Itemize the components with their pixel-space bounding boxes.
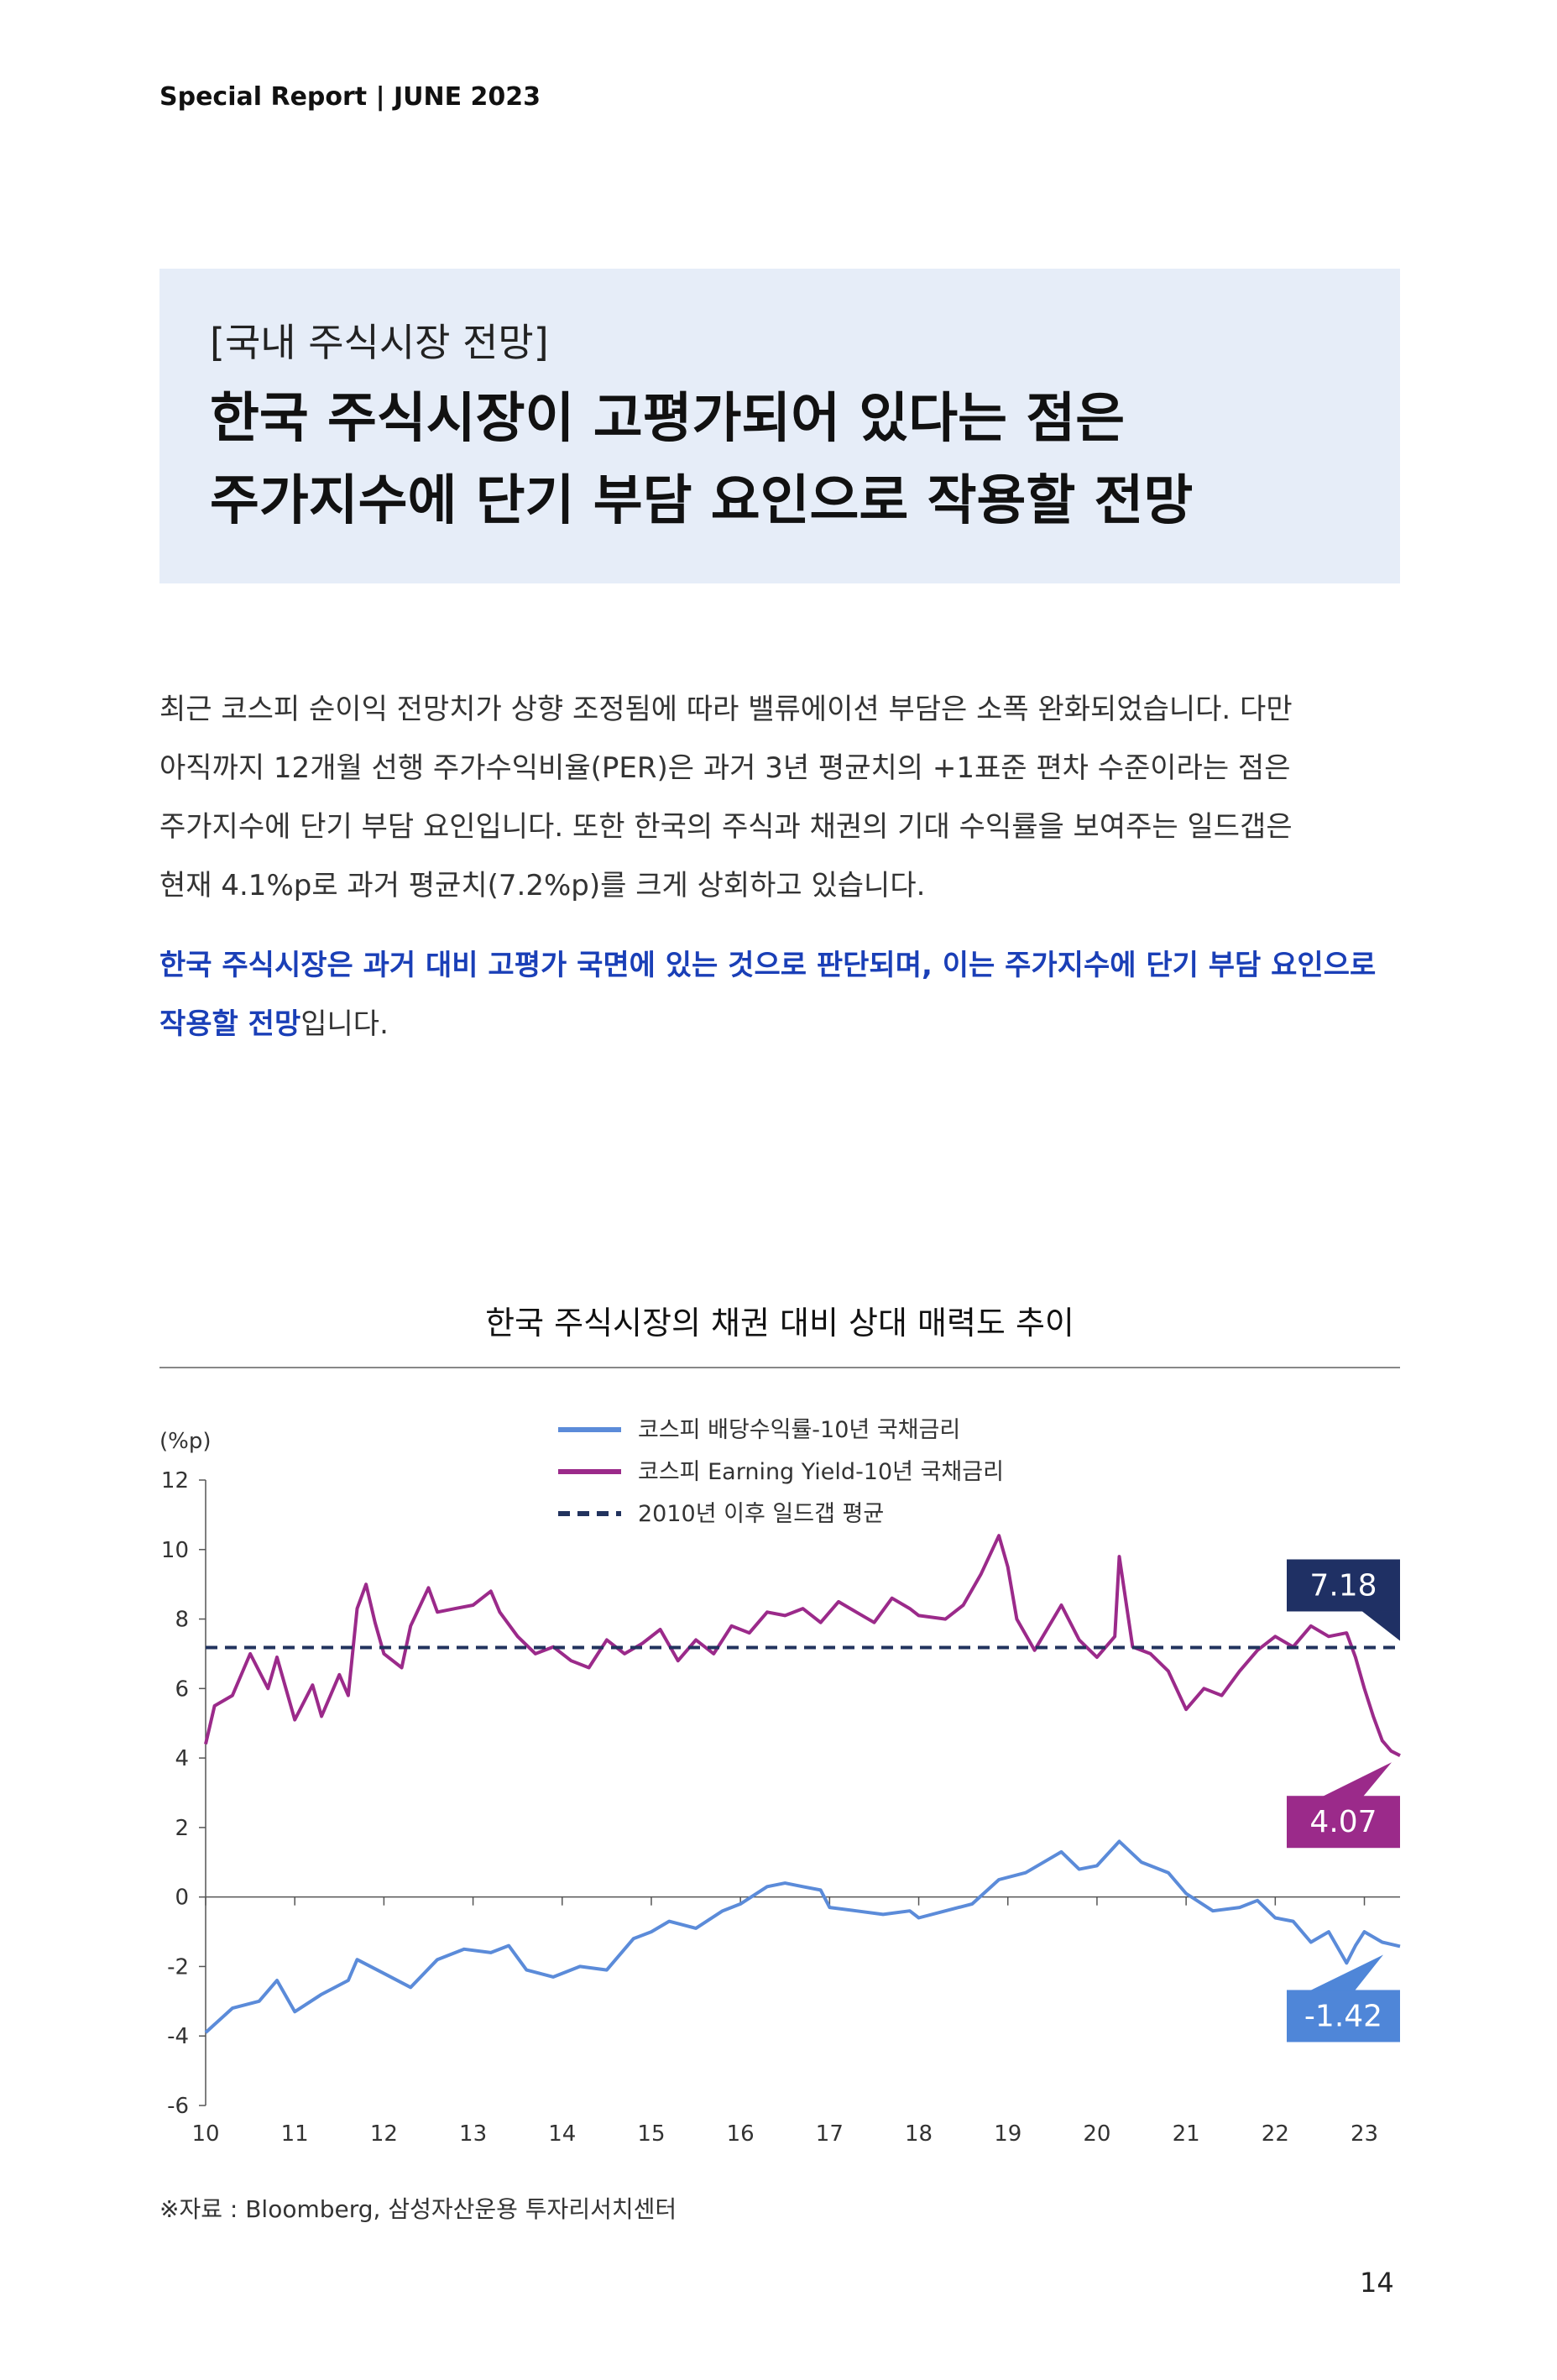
y-tick-label: 12: [161, 1468, 189, 1493]
callout-pointer-earning: [1320, 1762, 1392, 1798]
x-tick-label: 22: [1262, 2121, 1289, 2147]
callout-pointer-dividend: [1308, 1954, 1383, 1992]
body-line-4: 현재 4.1%p로 과거 평균치(7.2%p)를 크게 상회하고 있습니다.: [159, 869, 926, 902]
x-tick-label: 20: [1083, 2121, 1110, 2147]
y-tick-label: -2: [167, 1954, 189, 1980]
yield-gap-chart: -6 -4 -2 0 2 4 6 8 10 12 (%p) 10 11 12 13 14 15 16 17 18 19 2…: [159, 1417, 1401, 2147]
headline-line-1: 한국 주식시장이 고평가되어 있다는 점은: [210, 388, 1126, 450]
x-tick-label: 21: [1173, 2121, 1200, 2147]
page-headline: 한국 주식시장이 고평가되어 있다는 점은 주가지수에 단기 부담 요인으로 작…: [210, 378, 1193, 542]
highlight-bold-line-1: 한국 주식시장은 과거 대비 고평가 국면에 있는 것으로 판단되며, 이는 주…: [159, 949, 1377, 982]
callout-pointer-mean: [1362, 1611, 1400, 1641]
headline-line-2: 주가지수에 단기 부담 요인으로 작용할 전망: [210, 470, 1194, 532]
callout-value-mean: 7.18: [1309, 1568, 1377, 1603]
chart-title-rule: [159, 1367, 1400, 1368]
body-line-2: 아직까지 12개월 선행 주가수익비율(PER)은 과거 3년 평균치의 +1표…: [159, 751, 1291, 785]
y-tick-label: 10: [161, 1538, 189, 1563]
callout-box-earning: [1287, 1796, 1400, 1849]
source-note: ※자료 : Bloomberg, 삼성자산운용 투자리서치센터: [159, 2195, 677, 2223]
x-tick-label: 12: [370, 2121, 398, 2147]
highlight-paragraph: 한국 주식시장은 과거 대비 고평가 국면에 있는 것으로 판단되며, 이는 주…: [159, 936, 1400, 1054]
x-tick-label: 10: [191, 2121, 219, 2147]
x-tick-label: 16: [727, 2121, 755, 2147]
body-paragraph: 최근 코스피 순이익 전망치가 상향 조정됨에 따라 밸류에이션 부담은 소폭 …: [159, 680, 1400, 915]
series-line-1: [204, 1839, 1401, 2034]
y-tick-label: 6: [175, 1676, 189, 1702]
y-tick-label: 4: [175, 1746, 189, 1771]
page-number: 14: [1360, 2267, 1394, 2299]
y-tick-label: -4: [167, 2024, 189, 2049]
highlight-tail: 입니다.: [300, 1007, 389, 1041]
y-tick-label: -6: [167, 2094, 189, 2119]
y-tick-label: 0: [175, 1886, 189, 1911]
x-tick-label: 17: [816, 2121, 844, 2147]
legend-label-2: 코스피 Earning Yield-10년 국채금리: [638, 1459, 1004, 1485]
title-box: [국내 주식시장 전망] 한국 주식시장이 고평가되어 있다는 점은 주가지수에…: [159, 269, 1400, 583]
legend-label-3: 2010년 이후 일드갭 평균: [638, 1501, 884, 1527]
x-tick-label: 18: [905, 2121, 933, 2147]
chart-title: 한국 주식시장의 채권 대비 상대 매력도 추이: [485, 1305, 1074, 1342]
callout-box-mean: [1287, 1559, 1400, 1612]
callout-box-dividend: [1287, 1990, 1400, 2043]
highlight-bold-line-2: 작용할 전망: [159, 1007, 301, 1041]
body-line-3: 주가지수에 단기 부담 요인입니다. 또한 한국의 주식과 채권의 기대 수익률…: [159, 810, 1293, 844]
x-tick-label: 13: [459, 2121, 487, 2147]
x-tick-label: 14: [548, 2121, 576, 2147]
y-tick-label: 2: [175, 1816, 189, 1841]
y-tick-label: 8: [175, 1608, 189, 1633]
y-axis-unit: (%p): [159, 1429, 212, 1454]
legend-label-1: 코스피 배당수익률-10년 국채금리: [638, 1417, 960, 1443]
x-tick-label: 15: [637, 2121, 665, 2147]
x-tick-label: 23: [1351, 2121, 1378, 2147]
section-kicker: [국내 주식시장 전망]: [210, 320, 549, 365]
callout-value-earning: 4.07: [1309, 1805, 1377, 1839]
x-tick-label: 11: [281, 2121, 309, 2147]
callout-value-dividend: -1.42: [1304, 1999, 1382, 2033]
report-header: Special Report | JUNE 2023: [159, 82, 541, 112]
body-line-1: 최근 코스피 순이익 전망치가 상향 조정됨에 따라 밸류에이션 부담은 소폭 …: [159, 693, 1293, 726]
x-tick-label: 19: [994, 2121, 1021, 2147]
series-line-2: [204, 1534, 1401, 1757]
